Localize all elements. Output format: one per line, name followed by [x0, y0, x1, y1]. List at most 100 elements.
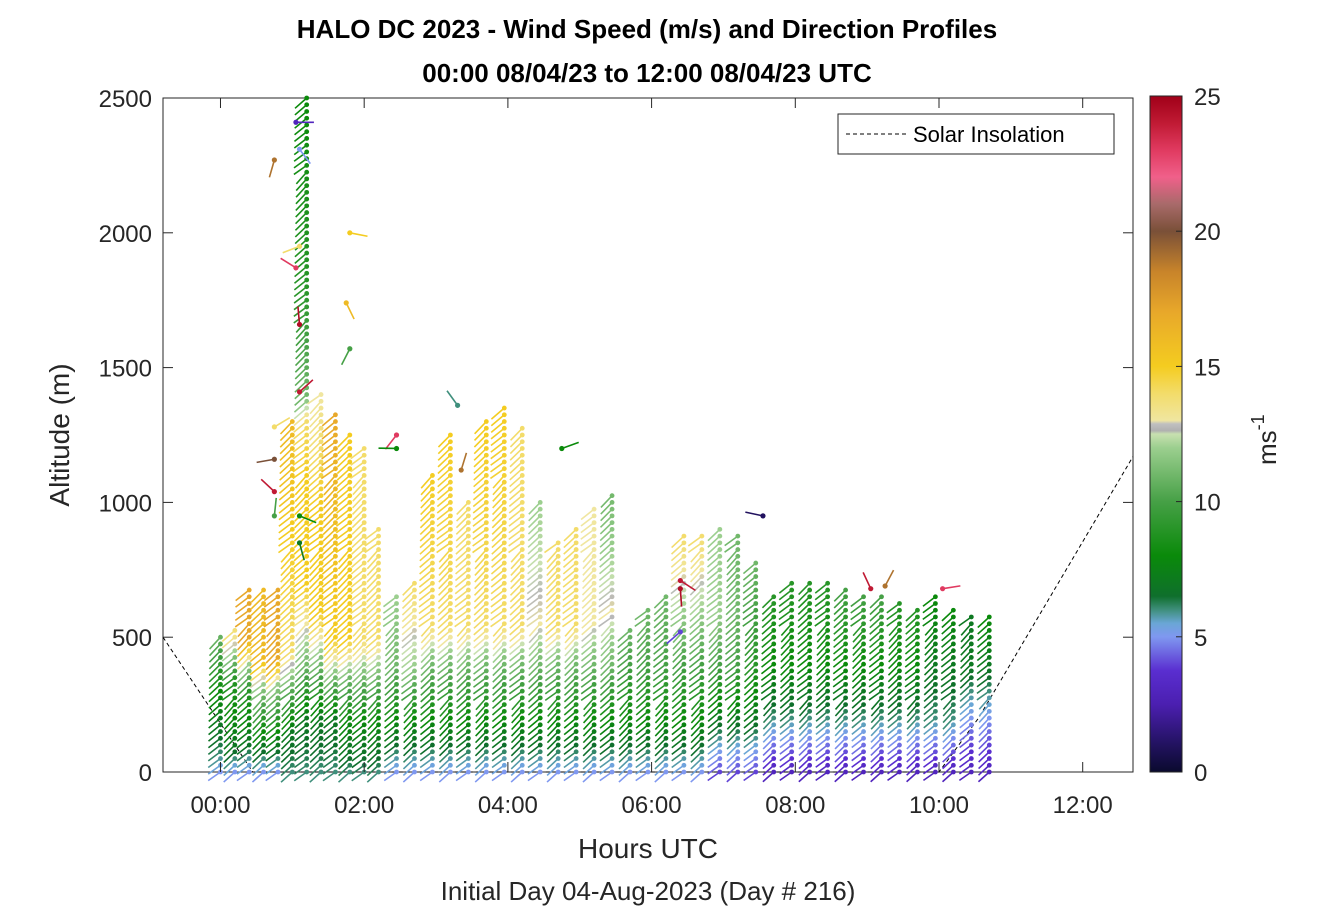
wind-barb-stick — [490, 569, 505, 582]
wind-barb-stick — [527, 515, 541, 529]
wind-barb-stick — [437, 683, 451, 695]
wind-barb-dot — [394, 729, 399, 734]
wind-barb-stick — [455, 555, 469, 568]
wind-barb-stick — [367, 710, 380, 724]
wind-barb-stick — [420, 663, 434, 677]
wind-barb-dot — [861, 715, 866, 721]
wind-barb-stick — [309, 757, 322, 770]
wind-barb-dot — [394, 769, 399, 775]
wind-barb-stick — [439, 731, 451, 744]
wind-barb-stick — [280, 562, 293, 577]
wind-barb-stick — [293, 528, 308, 542]
wind-barb-stick — [439, 717, 451, 731]
wind-barb-stick — [743, 677, 757, 690]
wind-barb-dot — [483, 614, 489, 620]
wind-barb-stick — [653, 650, 667, 662]
wind-barb-stick — [744, 663, 757, 676]
wind-barb-stick — [654, 744, 667, 757]
wind-barb-dot — [591, 729, 597, 734]
wind-barb-stick — [323, 663, 337, 677]
wind-barb-stick — [942, 764, 954, 776]
wind-barb-dot — [843, 607, 848, 613]
wind-barb-dot — [573, 574, 579, 579]
wind-barb-stick — [437, 589, 451, 603]
wind-barb-dot — [333, 452, 338, 458]
wind-barb-stick — [438, 771, 451, 783]
wind-barb-stick — [419, 730, 433, 742]
wind-barb-stick — [336, 690, 351, 702]
wind-barb-dot — [879, 614, 884, 620]
wind-barb-stick — [336, 670, 351, 682]
wind-barb-dot — [318, 553, 324, 559]
wind-barb-stick — [526, 609, 541, 621]
wind-barb-stick — [616, 683, 631, 695]
wind-barb-stick — [223, 717, 236, 731]
solar-insolation-line — [162, 456, 1134, 773]
wind-barb-stick — [308, 582, 322, 596]
wind-barb-dot — [232, 675, 238, 681]
wind-barb-stick — [308, 434, 322, 448]
wind-barb-stick — [265, 703, 279, 716]
wind-barb-dot — [448, 547, 453, 552]
wind-barb-dot — [347, 661, 353, 667]
wind-barb-stick — [580, 650, 595, 662]
wind-barb-dot — [609, 628, 615, 633]
wind-barb-dot — [318, 560, 324, 566]
wind-barb-stick — [309, 549, 322, 563]
wind-barb-dot — [609, 540, 615, 546]
wind-barb-dot — [289, 493, 295, 499]
wind-barb-stick — [278, 495, 293, 508]
wind-barb-dot — [681, 540, 687, 546]
wind-barb-stick — [294, 730, 308, 742]
wind-barb-dot — [950, 729, 956, 734]
wind-barb-dot — [807, 688, 813, 694]
wind-barb-dot — [275, 735, 281, 741]
wind-barb-dot — [361, 621, 367, 627]
wind-barb-dot — [609, 560, 615, 566]
wind-barb-stick — [905, 629, 918, 642]
wind-barb-dot — [609, 520, 615, 526]
wind-barb-dot — [843, 675, 848, 681]
wind-barb-dot — [289, 762, 295, 768]
wind-barb-stick — [473, 434, 487, 448]
wind-barb-stick — [402, 771, 416, 783]
wind-barb-dot — [537, 756, 543, 761]
wind-barb-dot — [735, 729, 741, 734]
wind-barb-dot — [735, 641, 741, 647]
wind-barb-dot — [465, 526, 471, 532]
wind-barb-dot — [376, 688, 381, 694]
wind-barb-stick — [308, 562, 322, 577]
wind-barb-dot — [304, 412, 310, 418]
wind-barb-dot — [537, 614, 543, 620]
wind-barb-stick — [616, 670, 631, 682]
wind-barb-stick — [338, 717, 351, 731]
wind-barb-dot — [537, 526, 543, 532]
wind-barb-stick — [976, 643, 990, 655]
wind-barb-dot — [699, 722, 705, 728]
wind-barb-stick — [456, 501, 469, 516]
wind-barb-stick — [309, 771, 322, 783]
wind-barb-stick — [307, 636, 322, 649]
wind-barb-stick — [527, 751, 541, 762]
wind-barb-dot — [591, 533, 597, 539]
wind-barb-stick — [454, 589, 469, 601]
profile-22 — [561, 526, 579, 782]
wind-barb-stick — [438, 582, 451, 596]
profile-5 — [278, 419, 295, 783]
wind-barb-dot — [968, 655, 974, 660]
wind-barb-dot — [663, 722, 669, 728]
wind-barb-stick — [618, 751, 631, 763]
wind-barb-stick — [654, 717, 667, 731]
wind-barb-dot — [275, 729, 281, 734]
wind-barb-dot — [261, 634, 266, 640]
wind-barb-stick — [294, 380, 308, 393]
wind-barb-stick — [527, 771, 541, 782]
wind-barb-stick — [279, 454, 293, 468]
wind-barb-stick — [563, 548, 577, 562]
wind-barb-stick — [636, 663, 649, 677]
wind-barb-dot — [448, 648, 453, 654]
wind-barb-stick — [265, 717, 279, 729]
wind-barb-dot — [519, 452, 525, 458]
wind-barb-stick — [833, 602, 847, 616]
wind-barb-dot — [771, 756, 777, 761]
